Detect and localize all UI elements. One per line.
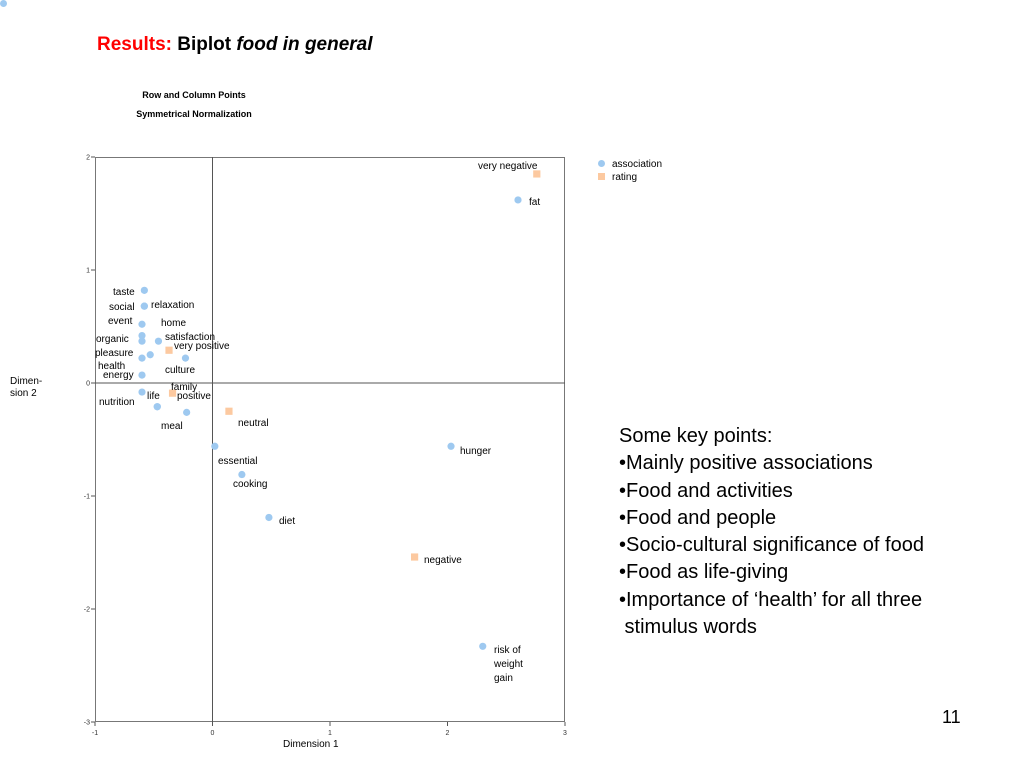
y-tick-label: 2: [86, 155, 90, 162]
point-diet: [265, 513, 273, 522]
x-tick-label: 1: [328, 730, 332, 737]
point-relaxation: [140, 302, 148, 310]
point-label-hunger: hunger: [460, 446, 492, 457]
point-label-gain: gain: [494, 673, 513, 684]
title-prefix: Results:: [97, 34, 172, 55]
y-axis-label-line-2: sion 2: [10, 388, 37, 399]
point-organic: [138, 337, 146, 345]
point-energy: [138, 371, 146, 379]
key-point-item: •Food and activities: [619, 479, 793, 502]
y-tick-label: -3: [84, 720, 90, 727]
y-axis-label-line-1: Dimen-: [10, 376, 43, 387]
key-point-item: stimulus words: [619, 616, 757, 639]
point-label-fat: fat: [529, 197, 540, 208]
x-tick-label: 3: [563, 730, 567, 737]
point-label-positive: positive: [177, 391, 211, 402]
point-label-social: social: [109, 302, 135, 313]
y-tick-label: -1: [84, 494, 90, 501]
point-essential: [211, 442, 219, 450]
slide-title: Results: Biplot food in general: [97, 34, 373, 56]
point-meal: [183, 408, 191, 416]
legend-circle-marker: [598, 160, 605, 167]
key-points-heading: Some key points:: [619, 425, 773, 447]
point-label-nutrition: nutrition: [99, 397, 135, 408]
legend-label-rating: rating: [612, 172, 638, 183]
point-cooking: [238, 470, 246, 479]
x-tick-label: -1: [92, 730, 98, 737]
title-italic: food in general: [236, 34, 373, 55]
y-tick-label: 0: [86, 381, 90, 388]
point-label-health: health: [98, 361, 125, 372]
point-label-event: event: [108, 316, 133, 327]
point-very-negative: [533, 170, 541, 178]
x-tick-label: 2: [446, 730, 450, 737]
point-neutral: [225, 407, 233, 415]
point-risk-of-weight-gain: [479, 642, 487, 650]
point-label-essential: essential: [218, 456, 257, 467]
corner-dot: [0, 0, 7, 7]
point-label-pleasure: pleasure: [95, 348, 134, 359]
point-very-positive: [165, 346, 173, 354]
chart-subtitle: Symmetrical Normalization: [136, 109, 252, 119]
x-tick-label: 0: [211, 730, 215, 737]
point-fat: [514, 196, 522, 204]
point-label-risk-of: risk of: [494, 645, 521, 656]
key-point-item: •Socio-cultural significance of food: [619, 534, 924, 557]
point-label-very-positive: very positive: [174, 341, 230, 352]
y-axis-label: Dimen- sion 2: [10, 376, 42, 400]
point-label-life: life: [147, 391, 160, 402]
point-positive: [168, 389, 177, 397]
point-label-weight: weight: [493, 659, 523, 670]
point-home: [138, 331, 146, 340]
point-family: [138, 388, 146, 396]
key-point-item: •Food and people: [619, 506, 777, 529]
key-point-item: •Food as life-giving: [619, 561, 789, 584]
point-hunger: [447, 442, 455, 450]
key-point-item: •Importance of ‘health’ for all three: [619, 588, 923, 611]
point-satisfaction: [154, 337, 163, 345]
point-label-very-negative: very negative: [478, 161, 538, 172]
point-label-meal: meal: [161, 421, 183, 432]
point-label-negative: negative: [424, 555, 462, 566]
point-health: [138, 354, 146, 362]
point-event: [138, 320, 146, 328]
plot-frame: [95, 157, 565, 722]
point-label-relaxation: relaxation: [151, 300, 194, 311]
point-label-neutral: neutral: [238, 418, 269, 429]
point-pleasure: [146, 351, 154, 359]
y-tick-label: -2: [84, 607, 90, 614]
legend-label-association: association: [612, 159, 663, 170]
point-culture: [181, 354, 190, 362]
point-negative: [411, 553, 419, 561]
key-point-item: •Mainly positive associations: [619, 452, 873, 475]
point-label-home: home: [161, 318, 186, 329]
title-main: Biplot: [177, 34, 232, 55]
point-label-diet: diet: [279, 516, 295, 527]
point-label-family: family: [171, 382, 197, 393]
point-taste: [140, 286, 148, 294]
point-label-cooking: cooking: [233, 479, 267, 490]
point-life: [153, 403, 161, 411]
point-label-energy: energy: [103, 370, 134, 381]
key-points: Some key points: •Mainly positive associ…: [619, 423, 924, 641]
chart-title: Row and Column Points: [142, 90, 246, 100]
x-axis-label: Dimension 1: [283, 739, 339, 750]
point-label-taste: taste: [113, 287, 135, 298]
page-number: 11: [942, 707, 961, 727]
point-label-culture: culture: [165, 365, 195, 376]
point-label-satisfaction: satisfaction: [165, 332, 215, 343]
y-tick-label: 1: [86, 268, 90, 275]
legend-square-marker: [598, 173, 605, 180]
point-label-organic: organic: [96, 334, 129, 345]
